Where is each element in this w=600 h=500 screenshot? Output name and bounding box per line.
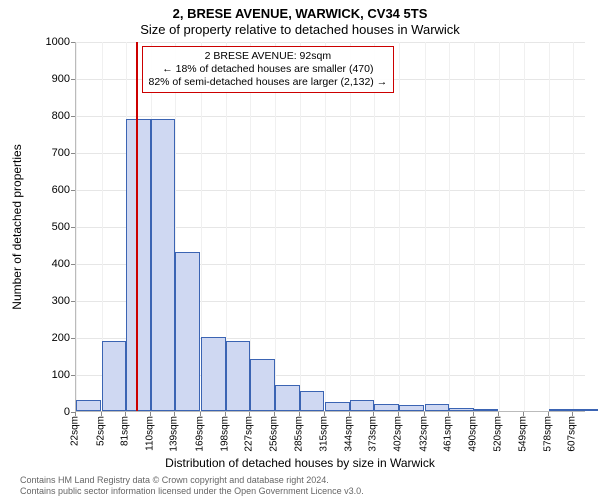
title-address: 2, BRESE AVENUE, WARWICK, CV34 5TS <box>0 6 600 21</box>
grid-vertical <box>449 42 450 411</box>
y-tick-mark <box>71 42 75 43</box>
callout-line1: 2 BRESE AVENUE: 92sqm <box>149 50 388 63</box>
y-axis-title: Number of detached properties <box>10 144 24 309</box>
y-tick-label: 1000 <box>30 36 70 48</box>
y-tick-label: 600 <box>30 184 70 196</box>
histogram-bar <box>201 337 226 411</box>
grid-vertical <box>250 42 251 411</box>
x-tick-label: 315sqm <box>319 416 330 452</box>
callout-line2: ← 18% of detached houses are smaller (47… <box>149 63 388 76</box>
histogram-bar <box>175 252 200 411</box>
x-tick-label: 402sqm <box>393 416 404 452</box>
grid-vertical <box>573 42 574 411</box>
histogram-bar <box>549 409 574 411</box>
y-tick-label: 0 <box>30 406 70 418</box>
chart-container: 2, BRESE AVENUE, WARWICK, CV34 5TS Size … <box>0 0 600 500</box>
histogram-bar <box>449 408 474 411</box>
x-tick-label: 344sqm <box>343 416 354 452</box>
histogram-bar <box>325 402 350 411</box>
grid-vertical <box>300 42 301 411</box>
y-tick-mark <box>71 264 75 265</box>
grid-vertical <box>524 42 525 411</box>
grid-vertical <box>425 42 426 411</box>
x-tick-label: 22sqm <box>70 416 81 446</box>
grid-vertical <box>275 42 276 411</box>
histogram-bar <box>374 404 399 411</box>
grid-vertical <box>76 42 77 411</box>
y-tick-label: 500 <box>30 221 70 233</box>
x-tick-label: 169sqm <box>194 416 205 452</box>
attribution-line1: Contains HM Land Registry data © Crown c… <box>20 475 364 485</box>
x-tick-label: 81sqm <box>120 416 131 446</box>
y-tick-label: 800 <box>30 110 70 122</box>
y-tick-mark <box>71 153 75 154</box>
grid-vertical <box>474 42 475 411</box>
y-tick-mark <box>71 338 75 339</box>
grid-vertical <box>399 42 400 411</box>
histogram-bar <box>250 359 275 411</box>
x-tick-label: 285sqm <box>293 416 304 452</box>
x-axis-title: Distribution of detached houses by size … <box>0 456 600 470</box>
y-tick-mark <box>71 190 75 191</box>
histogram-bar <box>300 391 325 411</box>
histogram-bar <box>350 400 375 411</box>
subject-property-marker <box>136 42 138 411</box>
x-tick-label: 110sqm <box>144 416 155 451</box>
histogram-bar <box>275 385 300 411</box>
histogram-bar <box>76 400 101 411</box>
plot-area: 2 BRESE AVENUE: 92sqm← 18% of detached h… <box>75 42 585 412</box>
x-tick-label: 578sqm <box>542 416 553 452</box>
histogram-bar <box>151 119 176 411</box>
y-tick-label: 300 <box>30 295 70 307</box>
title-subtitle: Size of property relative to detached ho… <box>0 22 600 37</box>
x-tick-label: 139sqm <box>169 416 180 452</box>
y-tick-mark <box>71 79 75 80</box>
callout-box: 2 BRESE AVENUE: 92sqm← 18% of detached h… <box>142 46 395 93</box>
histogram-bar <box>102 341 127 411</box>
x-tick-label: 549sqm <box>517 416 528 452</box>
x-tick-label: 607sqm <box>567 416 578 452</box>
grid-horizontal <box>76 42 585 43</box>
x-tick-label: 198sqm <box>219 416 230 452</box>
x-tick-label: 227sqm <box>244 416 255 452</box>
histogram-bar <box>226 341 251 411</box>
grid-horizontal <box>76 116 585 117</box>
y-tick-label: 200 <box>30 332 70 344</box>
histogram-bar <box>573 409 598 411</box>
x-tick-label: 432sqm <box>418 416 429 452</box>
x-tick-label: 490sqm <box>467 416 478 452</box>
x-tick-label: 461sqm <box>443 416 454 452</box>
histogram-bar <box>474 409 499 411</box>
grid-vertical <box>499 42 500 411</box>
y-tick-mark <box>71 227 75 228</box>
x-tick-label: 373sqm <box>368 416 379 452</box>
attribution-text: Contains HM Land Registry data © Crown c… <box>20 475 364 496</box>
x-tick-label: 256sqm <box>268 416 279 452</box>
grid-vertical <box>350 42 351 411</box>
x-tick-label: 52sqm <box>95 416 106 446</box>
x-tick-label: 520sqm <box>493 416 504 452</box>
grid-vertical <box>374 42 375 411</box>
y-tick-label: 100 <box>30 369 70 381</box>
y-tick-label: 700 <box>30 147 70 159</box>
histogram-bar <box>126 119 151 411</box>
y-tick-label: 900 <box>30 73 70 85</box>
grid-vertical <box>325 42 326 411</box>
y-tick-mark <box>71 301 75 302</box>
histogram-bar <box>399 405 424 411</box>
attribution-line2: Contains public sector information licen… <box>20 486 364 496</box>
histogram-bar <box>425 404 450 411</box>
callout-line3: 82% of semi-detached houses are larger (… <box>149 76 388 89</box>
grid-vertical <box>549 42 550 411</box>
y-tick-mark <box>71 116 75 117</box>
y-tick-label: 400 <box>30 258 70 270</box>
y-tick-mark <box>71 375 75 376</box>
